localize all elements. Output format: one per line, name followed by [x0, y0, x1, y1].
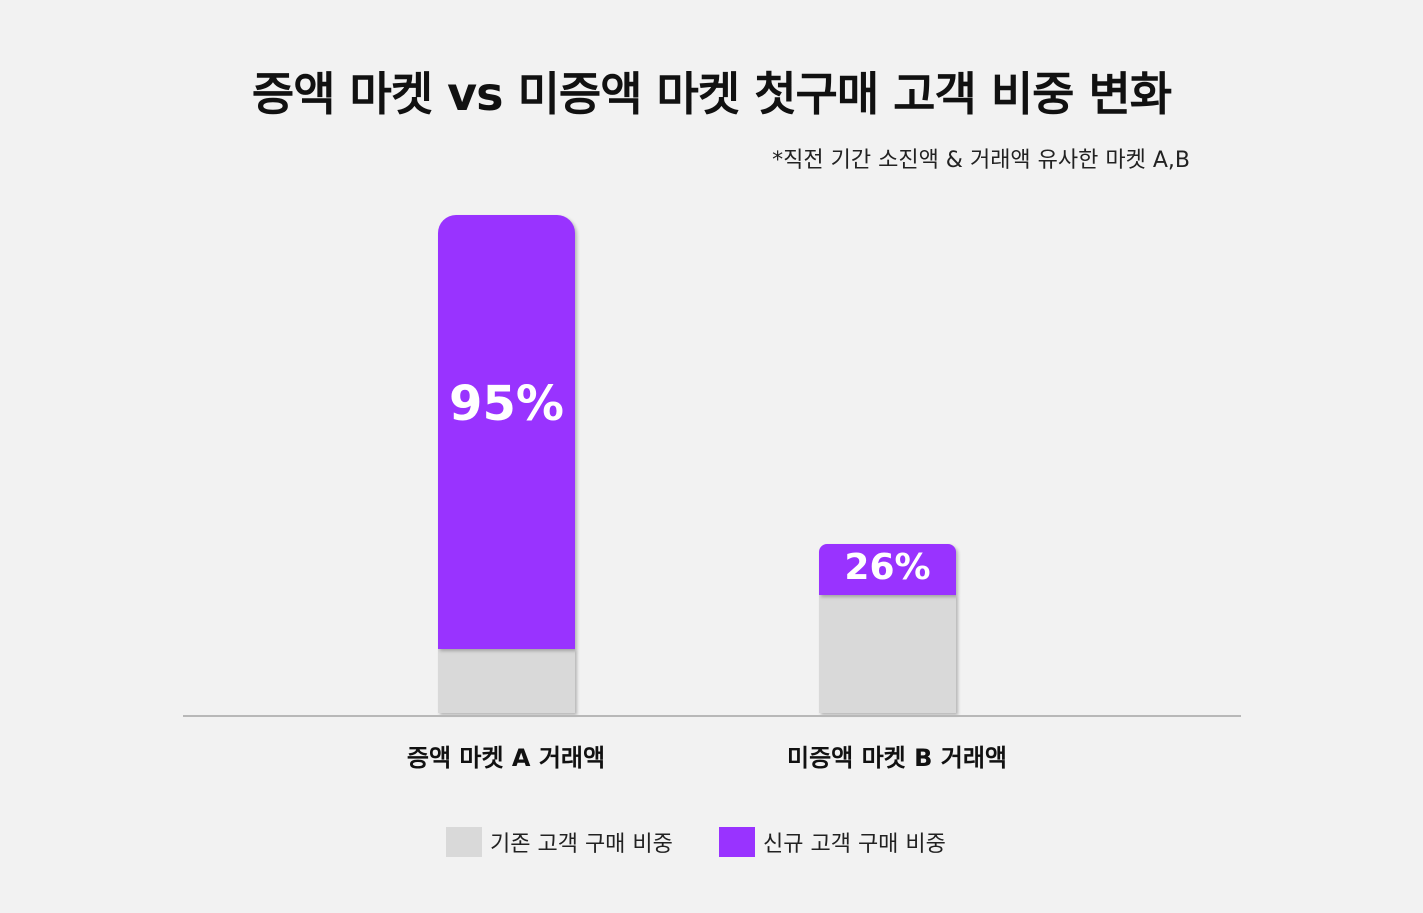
- bar-new-a: [438, 215, 575, 649]
- x-tick-label-a: 증액 마켓 A 거래액: [406, 744, 606, 772]
- data-label-a: 95%: [449, 375, 564, 432]
- legend-item-existing: 기존 고객 구매 비중: [446, 826, 673, 858]
- x-axis-line: [183, 715, 1241, 717]
- x-tick-label-b: 미증액 마켓 B 거래액: [787, 744, 1007, 772]
- legend-swatch-existing: [446, 827, 482, 857]
- legend-swatch-new: [719, 827, 755, 857]
- legend-label-existing: 기존 고객 구매 비중: [490, 832, 673, 857]
- chart-title: 증액 마켓 vs 미증액 마켓 첫구매 고객 비중 변화: [251, 67, 1172, 121]
- chart-subtitle: *직전 기간 소진액 & 거래액 유사한 마켓 A,B: [772, 148, 1190, 173]
- legend-label-new: 신규 고객 구매 비중: [763, 832, 946, 857]
- bar-existing-b: [819, 595, 956, 713]
- bar-existing-a: [438, 649, 575, 713]
- bar-new-b: [819, 544, 956, 595]
- data-label-b: 26%: [844, 547, 931, 588]
- legend-item-new: 신규 고객 구매 비중: [719, 826, 946, 858]
